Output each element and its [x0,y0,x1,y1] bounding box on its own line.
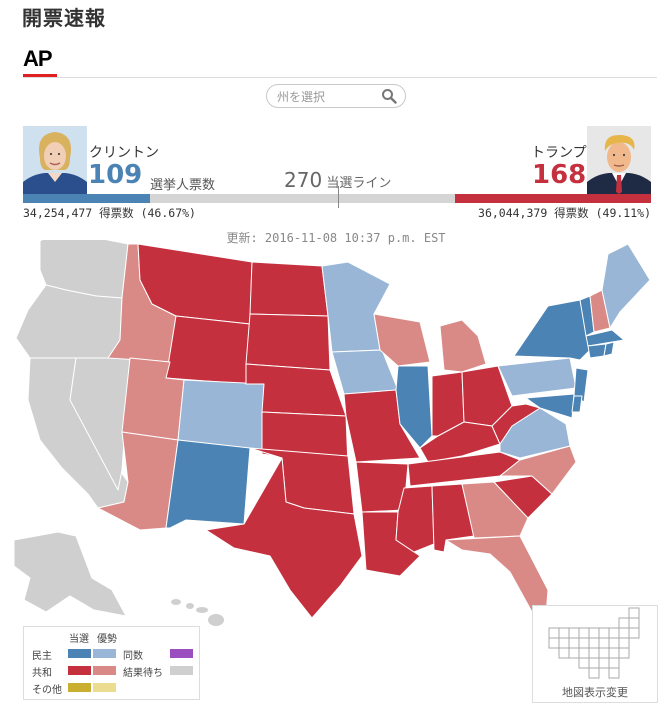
page-title: 開票速報 [22,6,106,30]
search-icon[interactable] [381,88,397,104]
legend-pending-swatch [170,666,193,675]
dem-popular-vote: 34,254,477 得票数 (46.67%) [23,206,196,220]
legend-rep-won-swatch [68,666,91,675]
state-michigan [439,319,487,373]
state-south-dakota [245,313,331,371]
legend-tied-label: 同数 [123,651,143,662]
legend-dem-lead-swatch [93,649,116,658]
ap-logo-underline [23,74,57,78]
state-colorado [177,379,265,451]
ap-logo-text: AP [23,46,53,71]
state-georgia [461,481,529,539]
legend-dem-label: 民主 [32,651,52,662]
state-massachusetts [585,329,625,347]
legend-other-won-swatch [68,683,91,692]
legend-pending-label: 結果待ち [123,668,163,679]
updated-timestamp: 更新: 2016-11-08 10:37 p.m. EST [226,231,446,245]
dem-vote-bar [23,194,151,203]
rep-electoral-votes: 168 [532,160,587,190]
ap-logo: AP [23,46,57,78]
threshold-label: 当選ライン [326,176,392,191]
rep-vote-bar [454,194,651,203]
dem-candidate-name: クリントン [89,145,159,161]
threshold-value: 270 [284,168,323,192]
legend-other-lead-swatch [93,683,116,692]
header-divider [23,77,657,78]
state-rhode-island [603,341,615,357]
trump-portrait [587,126,651,194]
state-north-dakota [249,261,329,317]
state-new-mexico [165,439,251,529]
state-search-input[interactable]: 州を選択 [266,84,406,108]
state-texas [205,457,363,619]
state-new-york [513,299,591,361]
state-florida [445,535,549,617]
state-mississippi [395,485,435,553]
threshold-270: 270 当選ライン [284,168,391,192]
rep-candidate-name: トランプ [531,145,587,161]
us-election-map[interactable] [0,240,672,705]
state-alaska [13,531,127,617]
state-hawaii [171,599,224,626]
electoral-vote-bar [23,194,651,203]
legend-tied-swatch [170,649,193,658]
map-view-toggle-button[interactable]: 地図表示変更 [532,605,658,703]
legend-rep-lead-swatch [93,666,116,675]
state-new-jersey [573,367,589,403]
state-wisconsin [373,313,431,367]
state-pennsylvania [497,357,577,397]
dem-electoral-votes: 109 [88,160,143,190]
map-view-toggle-label: 地図表示変更 [562,686,628,699]
electoral-votes-label: 選挙人票数 [150,178,216,193]
legend-other-label: その他 [32,685,62,696]
state-connecticut [587,343,607,359]
rep-popular-vote: 36,044,379 得票数 (49.11%) [478,206,651,220]
legend-dem-won-swatch [68,649,91,658]
legend-heading-leading: 優勢 [97,634,117,645]
state-north-carolina [499,445,577,495]
state-maine [601,243,651,329]
state-wyoming [165,315,251,385]
legend-heading-won: 当選 [69,634,89,645]
state-maryland [525,393,575,419]
grid-map-icon [548,607,640,679]
search-placeholder: 州を選択 [277,90,326,104]
clinton-portrait [23,126,87,194]
state-delaware [571,395,583,413]
threshold-marker [338,186,339,208]
legend-rep-label: 共和 [32,668,52,679]
map-legend: 当選 優勢 民主 共和 その他 同数 結果待ち [23,626,200,700]
